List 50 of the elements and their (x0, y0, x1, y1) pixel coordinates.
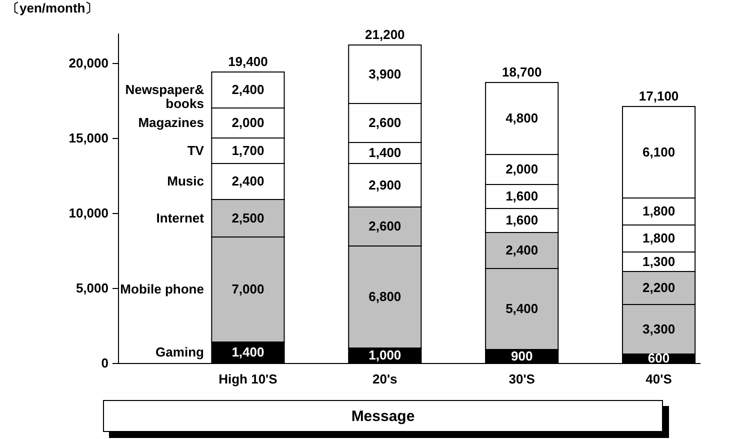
data-label: 1,400 (232, 344, 264, 360)
data-label: 2,400 (506, 242, 538, 258)
data-label: 900 (510, 348, 533, 364)
data-label: 3,900 (368, 66, 402, 82)
x-tick-label: 20's (372, 372, 398, 386)
data-label: 2,000 (506, 162, 538, 176)
y-axis-title: 〔yen/month〕 (6, 0, 98, 16)
data-label: 6,100 (642, 144, 676, 160)
data-label: 6,800 (368, 289, 402, 304)
data-label: 2,900 (368, 177, 402, 192)
series-label: TV (187, 142, 204, 158)
total-label: 18,700 (502, 64, 542, 80)
total-label: 21,200 (365, 27, 405, 42)
data-label: 1,800 (642, 230, 676, 246)
data-label: 5,400 (506, 301, 538, 316)
data-label: 2,600 (368, 115, 402, 130)
x-tick-label: High 10'S (218, 372, 278, 386)
data-label: 1,300 (642, 254, 676, 269)
data-label: 2,400 (232, 174, 264, 188)
series-label: Music (167, 174, 204, 188)
data-label: 3,300 (642, 321, 676, 336)
total-label: 19,400 (228, 54, 268, 69)
y-tick-label: 10,000 (68, 206, 108, 220)
series-label: Newspaper&books (125, 82, 204, 111)
data-label: 7,000 (232, 282, 264, 296)
series-label: Gaming (156, 344, 204, 360)
series-label: Internet (156, 210, 205, 226)
data-label: 2,400 (232, 82, 264, 97)
x-tick-label: 30'S (508, 372, 536, 386)
y-tick-label: 20,000 (68, 56, 108, 70)
series-label: Magazines (138, 115, 204, 130)
y-tick-label: 0 (101, 356, 108, 370)
y-tick-label: 5,000 (76, 280, 108, 296)
y-tick-label: 15,000 (68, 130, 108, 146)
data-label: 2,000 (232, 115, 264, 130)
data-label: 1,000 (368, 348, 402, 362)
data-label: 2,600 (368, 218, 402, 234)
data-label: 2,500 (232, 210, 264, 226)
data-label: 1,600 (506, 188, 538, 204)
x-tick-label: 40'S (646, 372, 672, 386)
data-label: 1,700 (232, 142, 264, 158)
text: Message (103, 400, 663, 432)
data-label: 1,800 (642, 204, 676, 218)
data-label: 1,600 (506, 212, 538, 228)
data-label: 600 (648, 350, 670, 366)
total-label: 17,100 (638, 88, 679, 104)
data-label: 2,200 (642, 280, 676, 295)
data-label: 4,800 (506, 110, 538, 126)
data-label: 1,400 (368, 145, 402, 160)
series-label: Mobile phone (120, 282, 204, 296)
